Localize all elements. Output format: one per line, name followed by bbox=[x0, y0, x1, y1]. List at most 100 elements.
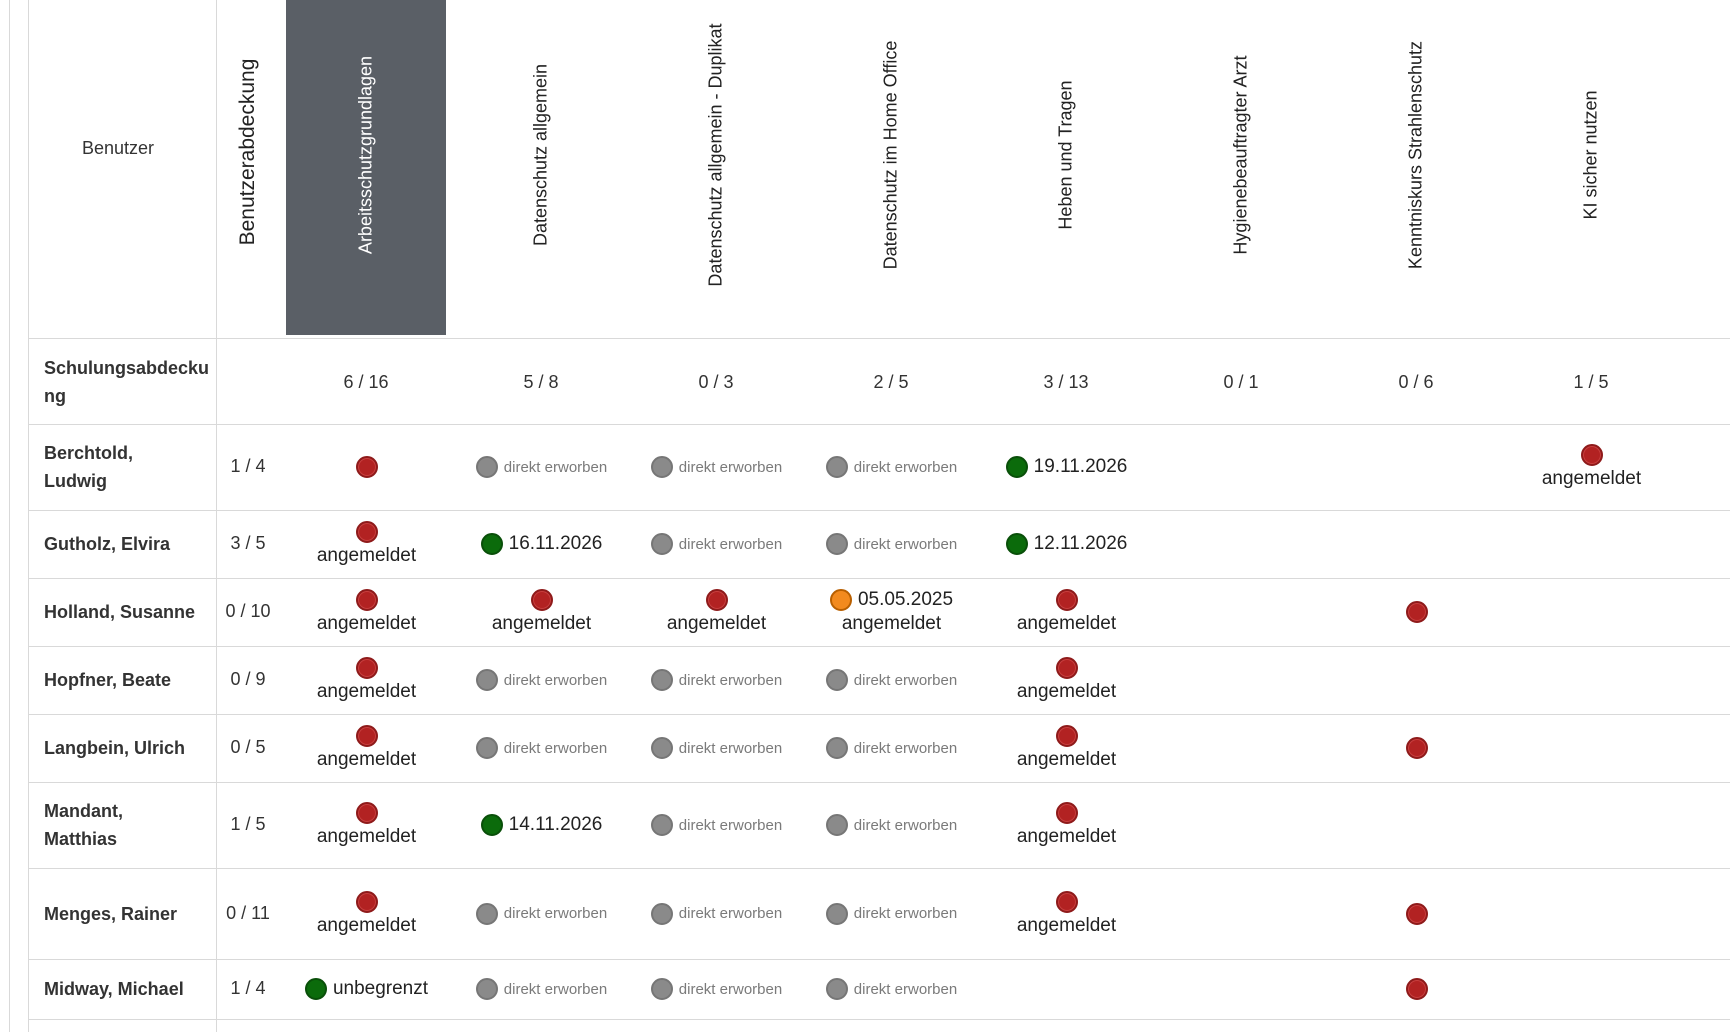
status-red-icon bbox=[355, 456, 378, 478]
course-header-6[interactable]: Hygienebeauftragter Arzt bbox=[1230, 55, 1251, 255]
status-cell[interactable] bbox=[279, 455, 454, 479]
status-cell[interactable]: unbegrenzt bbox=[279, 977, 454, 1001]
status-grey-icon bbox=[475, 669, 498, 691]
course-header-1[interactable]: Arbeitsschutzgrundlagen bbox=[355, 55, 376, 255]
status-cell[interactable] bbox=[1329, 902, 1504, 926]
course-header-2[interactable]: Datenschutz allgemein bbox=[530, 63, 551, 247]
status-cell[interactable]: direkt erworben bbox=[629, 813, 804, 837]
status-cell[interactable]: direkt erworben bbox=[454, 455, 629, 479]
status-line: direkt erworben bbox=[804, 532, 979, 556]
course-header-wrap: Datenschutz allgemein bbox=[531, 64, 551, 246]
status-red-icon bbox=[1580, 444, 1603, 466]
status-cell[interactable]: 14.11.2026 bbox=[454, 813, 629, 837]
status-cell[interactable]: direkt erworben bbox=[804, 902, 979, 926]
status-grey-icon bbox=[650, 902, 673, 925]
status-cell[interactable]: angemeldet bbox=[979, 724, 1154, 772]
status-cell[interactable]: direkt erworben bbox=[454, 668, 629, 692]
status-line bbox=[1329, 736, 1504, 760]
status-cell[interactable]: direkt erworben bbox=[629, 532, 804, 556]
user-name[interactable]: Holland, Susanne bbox=[44, 602, 196, 622]
course-header-wrap: Datenschutz allgemein - Duplikat bbox=[706, 23, 726, 286]
status-cell[interactable]: direkt erworben bbox=[804, 977, 979, 1001]
course-header-wrap: Arbeitsschutzgrundlagen bbox=[356, 56, 376, 254]
coverage-column-header[interactable]: Benutzerabdeckung bbox=[236, 58, 259, 246]
user-name-line: Berchtold, bbox=[44, 443, 134, 463]
status-cell[interactable]: 12.11.2026 bbox=[979, 532, 1154, 556]
status-line bbox=[279, 724, 454, 748]
status-cell[interactable]: direkt erworben bbox=[629, 977, 804, 1001]
status-red-icon bbox=[355, 657, 378, 679]
status-cell[interactable]: direkt erworben bbox=[454, 902, 629, 926]
status-cell[interactable]: angemeldet bbox=[279, 801, 454, 849]
status-cell[interactable]: direkt erworben bbox=[629, 455, 804, 479]
status-cell[interactable]: angemeldet bbox=[279, 520, 454, 568]
status-red-icon bbox=[530, 589, 553, 611]
status-line bbox=[279, 656, 454, 680]
status-cell[interactable]: direkt erworben bbox=[629, 902, 804, 926]
status-cell[interactable]: angemeldet bbox=[279, 724, 454, 772]
status-cell[interactable]: 05.05.2025 angemeldet bbox=[804, 588, 979, 636]
user-name[interactable]: Midway, Michael bbox=[44, 979, 184, 999]
user-name[interactable]: Berchtold, Ludwig bbox=[44, 439, 214, 495]
user-column-header[interactable]: Benutzer bbox=[82, 138, 155, 158]
course-header-3[interactable]: Datenschutz allgemein - Duplikat bbox=[705, 23, 726, 287]
status-cell[interactable]: direkt erworben bbox=[804, 455, 979, 479]
status-cell[interactable] bbox=[1329, 600, 1504, 624]
registered-label: angemeldet bbox=[841, 613, 942, 634]
status-grey-icon bbox=[825, 456, 848, 478]
status-cell[interactable] bbox=[1329, 977, 1504, 1001]
status-cell[interactable]: direkt erworben bbox=[629, 736, 804, 760]
status-cell[interactable]: direkt erworben bbox=[454, 736, 629, 760]
status-cell[interactable]: angemeldet bbox=[979, 801, 1154, 849]
status-cell[interactable]: 16.11.2026 bbox=[454, 532, 629, 556]
status-cell[interactable]: angemeldet bbox=[454, 588, 629, 636]
status-cell[interactable]: angemeldet bbox=[279, 656, 454, 704]
registered-label: angemeldet bbox=[316, 613, 417, 634]
status-cell[interactable]: angemeldet bbox=[279, 588, 454, 636]
status-cell[interactable]: direkt erworben bbox=[804, 668, 979, 692]
status-cell[interactable]: angemeldet bbox=[629, 588, 804, 636]
course-header-7[interactable]: Kenntniskurs Strahlenschutz bbox=[1405, 40, 1426, 270]
registered-label: angemeldet bbox=[316, 681, 417, 702]
user-name[interactable]: Mandant, Matthias bbox=[44, 797, 214, 853]
status-date: 14.11.2026 bbox=[508, 814, 603, 835]
outer-border-left bbox=[9, 0, 10, 1032]
course-header-8[interactable]: KI sicher nutzen bbox=[1580, 90, 1601, 220]
user-name[interactable]: Langbein, Ulrich bbox=[44, 738, 186, 758]
course-coverage-count: 5 / 8 bbox=[523, 372, 559, 392]
status-cell[interactable]: direkt erworben bbox=[629, 668, 804, 692]
direct-acquired-label: direkt erworben bbox=[853, 535, 958, 553]
status-cell[interactable] bbox=[1329, 736, 1504, 760]
status-line: direkt erworben bbox=[804, 902, 979, 926]
status-cell[interactable]: 19.11.2026 bbox=[979, 455, 1154, 479]
course-header-5[interactable]: Heben und Tragen bbox=[1055, 80, 1076, 230]
status-cell[interactable]: angemeldet bbox=[279, 890, 454, 938]
course-header-4[interactable]: Datenschutz im Home Office bbox=[880, 40, 901, 270]
user-name[interactable]: Gutholz, Elvira bbox=[44, 534, 171, 554]
registered-label: angemeldet bbox=[1016, 613, 1117, 634]
row-divider bbox=[28, 510, 1730, 511]
status-cell[interactable]: angemeldet bbox=[1504, 443, 1679, 491]
status-cell[interactable]: direkt erworben bbox=[804, 532, 979, 556]
status-cell[interactable]: direkt erworben bbox=[804, 736, 979, 760]
user-coverage: 1 / 4 bbox=[230, 978, 266, 998]
status-red-icon bbox=[355, 589, 378, 611]
status-green-icon bbox=[304, 978, 327, 1000]
user-name[interactable]: Hopfner, Beate bbox=[44, 670, 172, 690]
status-red-icon bbox=[355, 802, 378, 824]
table-border-left bbox=[28, 0, 29, 1032]
status-cell[interactable]: direkt erworben bbox=[454, 977, 629, 1001]
status-cell[interactable]: angemeldet bbox=[979, 588, 1154, 636]
user-name-line: Matthias bbox=[44, 829, 118, 849]
direct-acquired-label: direkt erworben bbox=[853, 905, 958, 922]
status-green-icon bbox=[480, 533, 503, 555]
status-grey-icon bbox=[650, 669, 673, 691]
status-grey-icon bbox=[475, 978, 498, 1000]
status-cell[interactable]: angemeldet bbox=[979, 890, 1154, 938]
status-green-icon bbox=[480, 814, 503, 836]
user-name[interactable]: Menges, Rainer bbox=[44, 903, 178, 924]
status-cell[interactable]: direkt erworben bbox=[804, 813, 979, 837]
status-cell[interactable]: angemeldet bbox=[979, 656, 1154, 704]
course-coverage-count: 0 / 3 bbox=[698, 372, 734, 392]
status-line: direkt erworben bbox=[629, 977, 804, 1001]
